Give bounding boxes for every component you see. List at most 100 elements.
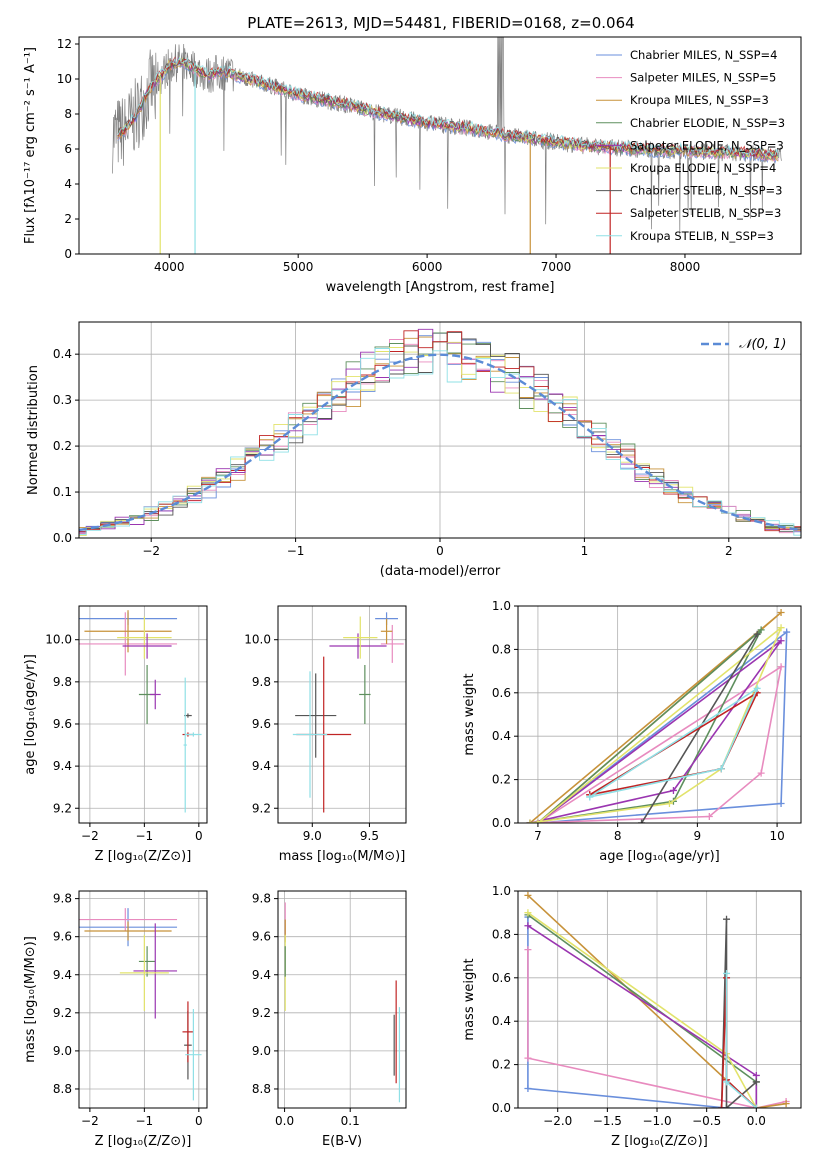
point-marker: [777, 624, 785, 632]
y-tick-label: 0.6: [492, 971, 511, 985]
chart-mass-vs-Z: −2 −1 0 8.8 9.0 9.2 9.4 9.6 9.8 Z [log₁₀(Z/Z⊙)] ma…: [23, 890, 208, 1149]
point-marker: [757, 769, 765, 777]
y-axis-label: mass [log₁₀(M/M⊙)]: [23, 936, 38, 1063]
model-line: [117, 56, 779, 157]
y-tick-label: 2: [64, 212, 72, 226]
y-tick-label: 10: [57, 72, 72, 86]
y-tick-label: 0.0: [53, 531, 72, 545]
legend-entry: Kroupa STELIB, N_SSP=3: [630, 229, 774, 243]
y-tick-label: 0.0: [492, 1101, 511, 1115]
chart-spectrum: Chabrier MILES, N_SSP=4 Salpeter MILES, N…: [23, 36, 802, 295]
y-tick-label: 9.4: [53, 968, 72, 982]
y-tick-label: 9.4: [252, 968, 271, 982]
x-axis-label: mass [log₁₀(M/M⊙)]: [279, 849, 406, 864]
y-tick-label: 12: [57, 37, 72, 51]
point-marker: [669, 786, 677, 794]
x-tick-label: 0.1: [341, 1114, 360, 1128]
x-tick-label: −2: [81, 1114, 99, 1128]
y-tick-label: 0.8: [492, 927, 511, 941]
point-marker: [753, 684, 761, 692]
point-marker: [723, 915, 731, 923]
point-marker: [752, 1078, 760, 1086]
mass-weight-line: [529, 629, 762, 823]
plot-area: [79, 328, 801, 537]
mass-weight-line: [589, 686, 760, 798]
mass-weight-line: [589, 690, 760, 796]
point-marker: [524, 909, 532, 917]
x-tick-label: 10: [769, 829, 784, 843]
point-marker: [524, 891, 532, 899]
legend-entry: Salpeter ELODIE, N_SSP=3: [630, 138, 784, 152]
point-marker: [718, 1104, 726, 1108]
x-axis-label: Z [log₁₀(Z/Z⊙)]: [95, 1134, 192, 1149]
x-axis-label: E(B-V): [322, 1134, 362, 1149]
x-tick-label: 7: [534, 829, 542, 843]
x-axis-label: wavelength [Angstrom, rest frame]: [326, 280, 555, 295]
plot-area: [79, 908, 202, 1101]
y-tick-label: 0: [64, 247, 72, 261]
y-tick-label: 0.2: [492, 1058, 511, 1072]
y-tick-label: 9.8: [252, 892, 271, 906]
point-marker: [638, 819, 646, 823]
chart-mass-weight-vs-age: 7 8 9 10 0.0 0.2 0.4 0.6 0.8 1.0 age [log₁₀(age/yr…: [462, 599, 802, 864]
y-tick-label: 0.4: [53, 347, 72, 361]
x-tick-label: −2: [81, 829, 99, 843]
point-marker: [757, 626, 765, 634]
axes-frame: [78, 605, 208, 824]
legend-entry: Kroupa MILES, N_SSP=3: [630, 93, 769, 107]
mass-weight-line: [529, 640, 782, 823]
mass-weight-line: [725, 973, 757, 1108]
y-tick-label: 9.2: [53, 1006, 72, 1020]
y-tick-label: 0.6: [492, 686, 511, 700]
chart-mass-vs-EBV: 0.0 0.1 8.8 9.0 9.2 9.4 9.6 9.8 E(B-V): [252, 890, 407, 1149]
y-tick-label: 10.0: [45, 633, 72, 647]
y-tick-label: 9.0: [252, 1044, 271, 1058]
point-marker: [705, 812, 713, 820]
chart-age-vs-mass: 9.0 9.5 9.2 9.4 9.6 9.8 10.0 mass [log₁₀(M/M⊙)]: [244, 605, 407, 864]
y-tick-label: 9.2: [53, 801, 72, 815]
point-marker: [783, 628, 791, 636]
y-tick-label: 9.8: [252, 675, 271, 689]
x-tick-label: −0.5: [692, 1114, 721, 1128]
y-tick-label: 9.8: [53, 892, 72, 906]
model-line: [117, 56, 779, 159]
y-tick-label: 9.4: [252, 759, 271, 773]
x-tick-label: 9.5: [360, 829, 379, 843]
y-tick-label: 9.6: [252, 930, 271, 944]
plot-area: [526, 609, 791, 823]
y-tick-label: 9.6: [53, 930, 72, 944]
x-tick-label: 0.0: [275, 1114, 294, 1128]
axes-frame: [78, 36, 802, 255]
point-marker: [534, 819, 542, 823]
x-tick-label: 0: [195, 1114, 203, 1128]
legend-entry: Chabrier MILES, N_SSP=4: [630, 48, 777, 62]
x-tick-label: −2.0: [543, 1114, 572, 1128]
point-marker: [777, 799, 785, 807]
normal-curve: [79, 353, 801, 532]
point-marker: [524, 946, 532, 954]
axes-frame: [78, 890, 208, 1109]
y-tick-label: 0.4: [492, 1014, 511, 1028]
x-tick-label: 0: [436, 544, 444, 558]
y-tick-label: 9.2: [252, 1006, 271, 1020]
y-tick-label: 0.3: [53, 393, 72, 407]
y-axis-label: age [log₁₀(age/yr)]: [23, 654, 38, 775]
x-tick-label: 5000: [283, 260, 314, 274]
y-axis-label: Flux [fλ10⁻¹⁷ erg cm⁻² s⁻¹ A⁻¹]: [23, 47, 38, 244]
point-marker: [777, 609, 785, 617]
plot-area: [524, 891, 790, 1108]
mass-weight-line: [527, 949, 787, 1108]
point-marker: [723, 969, 731, 977]
y-axis-label: Normed distribution: [26, 365, 41, 495]
point-marker: [723, 1104, 731, 1108]
x-tick-label: −2: [142, 544, 160, 558]
y-tick-label: 9.2: [252, 801, 271, 815]
legend-entry: Salpeter MILES, N_SSP=5: [630, 71, 776, 85]
y-tick-label: 10.0: [244, 633, 271, 647]
y-axis-label: mass weight: [462, 958, 477, 1040]
y-tick-label: 4: [64, 177, 72, 191]
y-tick-label: 0.8: [492, 642, 511, 656]
axes-frame: [277, 890, 407, 1109]
y-tick-label: 0.0: [492, 816, 511, 830]
x-tick-label: 1: [581, 544, 589, 558]
